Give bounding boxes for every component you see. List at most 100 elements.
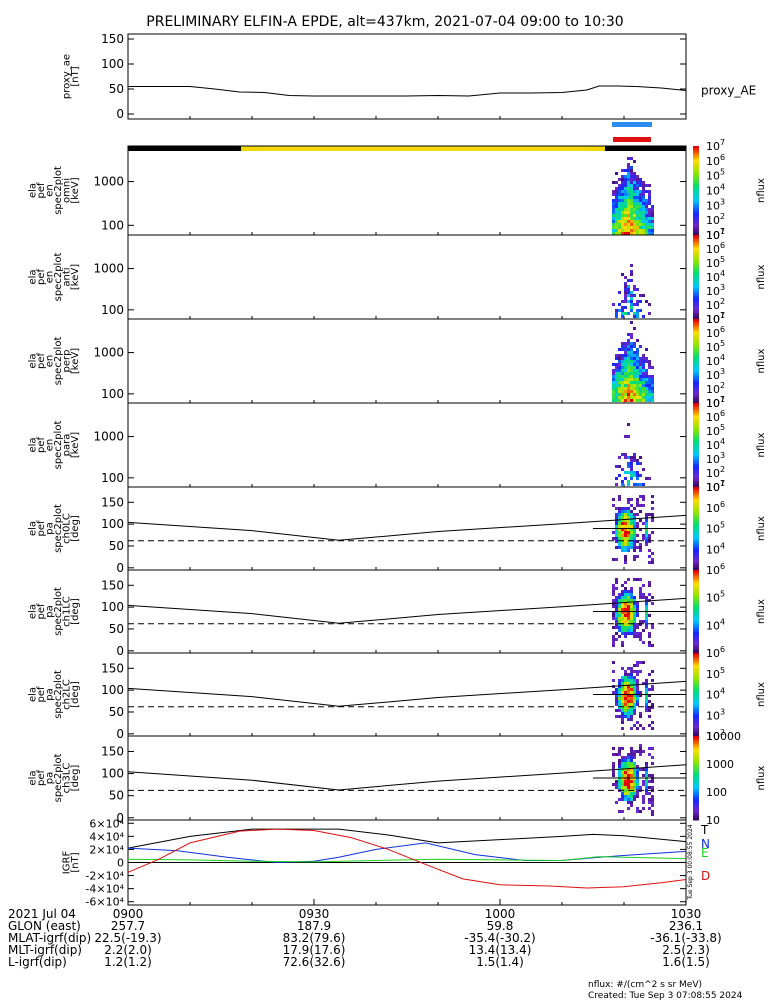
spectrogram-cell [621, 718, 624, 721]
colorbar-segment [693, 811, 699, 815]
spectrogram-cell [621, 190, 624, 193]
spectrogram-cell [645, 375, 648, 378]
panels: 050100150proxy_ae[nT]proxy_AE1001000elap… [28, 32, 768, 909]
ephemeris-value: 13.4(13.4) [469, 943, 532, 957]
spectrogram-cell [615, 617, 618, 620]
spectrogram-cell [633, 381, 636, 384]
y-axis-label: [deg] [70, 681, 81, 708]
spectrogram-cell [615, 786, 618, 789]
spectrogram-cell [627, 163, 630, 166]
colorbar-segment [693, 417, 699, 421]
spectrogram-ela_pef_en_spec2plot_perp [612, 321, 654, 402]
spectrogram-cell [615, 700, 618, 703]
spectrogram-cell [624, 587, 627, 590]
spectrogram-cell [633, 199, 636, 202]
spectrogram-cell [645, 768, 648, 771]
spectrogram-cell [642, 620, 645, 623]
colorbar-tick-label: 103 [706, 197, 725, 212]
y-tick-label: 100 [101, 303, 124, 317]
spectrogram-cell [615, 354, 618, 357]
y-tick-label: 0 [116, 107, 124, 121]
footer-created: Created: Tue Sep 3 07:08:55 2024 [588, 991, 743, 1000]
colorbar-segment [693, 805, 699, 808]
spectrogram-cell [651, 387, 654, 390]
spectrogram-cell [633, 525, 636, 528]
spectrogram-cell [648, 584, 651, 587]
spectrogram-cell [612, 369, 615, 372]
colorbar-segment [693, 799, 699, 802]
spectrogram-cell [624, 223, 627, 226]
spectrogram-cell [621, 679, 624, 682]
spectrogram-cell [618, 679, 621, 682]
spectrogram-cell [633, 706, 636, 709]
spectrogram-cell [621, 381, 624, 384]
spectrogram-cell [636, 193, 639, 196]
spectrogram-cell [627, 435, 630, 438]
colorbar-segment [693, 230, 699, 234]
spectrogram-cell [645, 357, 648, 360]
spectrogram-cell [645, 387, 648, 390]
spectrogram-cell [648, 477, 651, 480]
colorbar-segment [693, 179, 699, 183]
spectrogram-cell [624, 670, 627, 673]
spectrogram-cell [621, 372, 624, 375]
spectrogram-cell [633, 181, 636, 184]
spectrogram-cell [627, 596, 630, 599]
spectrogram-cell [627, 501, 630, 504]
spectrogram-cell [633, 599, 636, 602]
colorbar-segment [693, 574, 699, 577]
spectrogram-cell [636, 670, 639, 673]
spectrogram-cell [624, 599, 627, 602]
spectrogram-cell [630, 166, 633, 169]
colorbar-segment [693, 264, 699, 267]
colorbar-tick-label: 105 [706, 423, 725, 438]
spectrogram-cell [639, 232, 642, 235]
colorbar-segment [693, 260, 699, 263]
spectrogram-cell [612, 202, 615, 205]
spectrogram-cell [651, 561, 654, 564]
spectrogram-cell [645, 685, 648, 688]
y-axis-label: ela [28, 521, 39, 536]
spectrogram-cell [633, 285, 636, 288]
colorbar-tick-label: 10000 [706, 730, 741, 743]
spectrogram-cell [621, 393, 624, 396]
spectrogram-cell [633, 549, 636, 552]
spectrogram-cell [630, 366, 633, 369]
spectrogram-cell [627, 369, 630, 372]
spectrogram-cell [615, 381, 618, 384]
spectrogram-cell [612, 765, 615, 768]
colorbar-segment [693, 386, 699, 389]
colorbar-tick-label: 106 [706, 325, 725, 340]
spectrogram-cell [630, 348, 633, 351]
spectrogram-cell [636, 387, 639, 390]
spectrogram-cell [633, 202, 636, 205]
series-line-igrf-t [127, 828, 687, 849]
colorbar-segment [693, 520, 699, 523]
spectrogram-cell [633, 205, 636, 208]
spectrogram-cell [642, 208, 645, 211]
spectrogram-cell [615, 623, 618, 626]
spectrogram-cell [642, 498, 645, 501]
spectrogram-cell [624, 614, 627, 617]
spectrogram-cell [636, 202, 639, 205]
spectrogram-cell [612, 390, 615, 393]
spectrogram-cell [624, 673, 627, 676]
spectrogram-cell [645, 623, 648, 626]
spectrogram-cell [615, 605, 618, 608]
spectrogram-cell [615, 578, 618, 581]
spectrogram-cell [648, 709, 651, 712]
spectrogram-cell [621, 390, 624, 393]
spectrogram-cell [615, 513, 618, 516]
spectrogram-cell [621, 528, 624, 531]
spectrogram-cell [612, 193, 615, 196]
colorbar-segment [693, 675, 699, 679]
colorbar-segment [693, 792, 699, 796]
colorbar-segment [693, 434, 699, 438]
colorbar-segment [693, 603, 699, 606]
science-zone-marker-red [613, 137, 651, 142]
spectrogram-cell [612, 211, 615, 214]
colorbar-segment [693, 534, 699, 538]
spectrogram-cell [648, 724, 651, 727]
spectrogram-cell [645, 205, 648, 208]
colorbar-label: nflux [756, 682, 767, 707]
